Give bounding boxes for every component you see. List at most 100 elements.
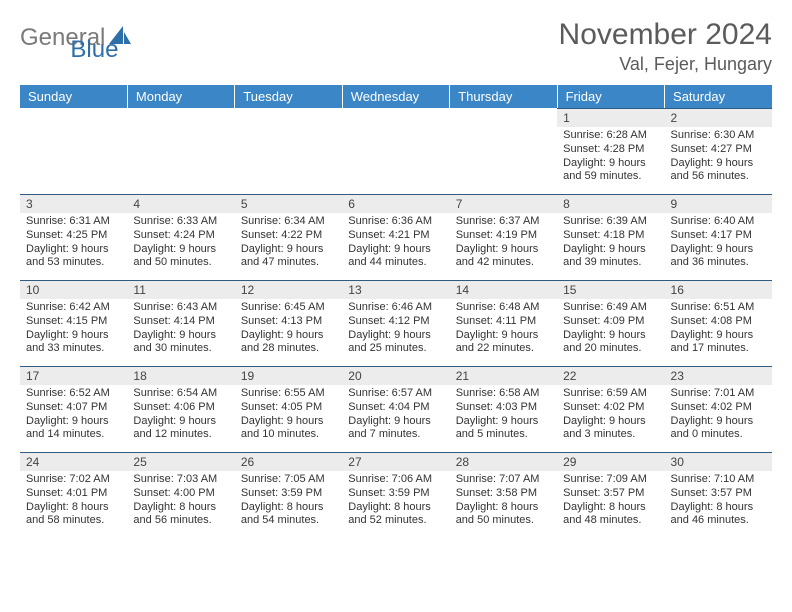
- day-line-d1: Daylight: 9 hours: [671, 243, 766, 257]
- day-details: Sunrise: 6:46 AMSunset: 4:12 PMDaylight:…: [342, 299, 449, 360]
- day-line-d1: Daylight: 9 hours: [456, 415, 551, 429]
- day-line-d2: and 20 minutes.: [563, 342, 658, 356]
- day-line-sr: Sunrise: 6:36 AM: [348, 215, 443, 229]
- day-number: 12: [235, 280, 342, 299]
- day-line-d2: and 56 minutes.: [671, 170, 766, 184]
- calendar-day: 13Sunrise: 6:46 AMSunset: 4:12 PMDayligh…: [342, 280, 449, 366]
- calendar-week: 3Sunrise: 6:31 AMSunset: 4:25 PMDaylight…: [20, 194, 772, 280]
- calendar-day-empty: [342, 108, 449, 194]
- calendar-day: 26Sunrise: 7:05 AMSunset: 3:59 PMDayligh…: [235, 452, 342, 538]
- calendar-body: 1Sunrise: 6:28 AMSunset: 4:28 PMDaylight…: [20, 108, 772, 538]
- calendar-day: 25Sunrise: 7:03 AMSunset: 4:00 PMDayligh…: [127, 452, 234, 538]
- calendar-head: SundayMondayTuesdayWednesdayThursdayFrid…: [20, 85, 772, 108]
- day-details: Sunrise: 6:40 AMSunset: 4:17 PMDaylight:…: [665, 213, 772, 274]
- day-number: 1: [557, 108, 664, 127]
- day-line-ss: Sunset: 4:13 PM: [241, 315, 336, 329]
- day-line-sr: Sunrise: 6:51 AM: [671, 301, 766, 315]
- day-line-sr: Sunrise: 6:28 AM: [563, 129, 658, 143]
- day-details: Sunrise: 6:36 AMSunset: 4:21 PMDaylight:…: [342, 213, 449, 274]
- day-number: 25: [127, 452, 234, 471]
- calendar-day: 2Sunrise: 6:30 AMSunset: 4:27 PMDaylight…: [665, 108, 772, 194]
- calendar-week: 1Sunrise: 6:28 AMSunset: 4:28 PMDaylight…: [20, 108, 772, 194]
- calendar-day: 9Sunrise: 6:40 AMSunset: 4:17 PMDaylight…: [665, 194, 772, 280]
- day-line-sr: Sunrise: 6:49 AM: [563, 301, 658, 315]
- day-line-d1: Daylight: 9 hours: [241, 243, 336, 257]
- day-number: 16: [665, 280, 772, 299]
- day-number: 14: [450, 280, 557, 299]
- day-number: 28: [450, 452, 557, 471]
- day-line-d2: and 44 minutes.: [348, 256, 443, 270]
- day-line-d1: Daylight: 9 hours: [456, 329, 551, 343]
- day-line-sr: Sunrise: 7:09 AM: [563, 473, 658, 487]
- day-line-ss: Sunset: 3:59 PM: [241, 487, 336, 501]
- day-line-sr: Sunrise: 7:07 AM: [456, 473, 551, 487]
- logo: General Blue: [20, 24, 180, 52]
- day-line-d2: and 52 minutes.: [348, 514, 443, 528]
- day-line-sr: Sunrise: 7:06 AM: [348, 473, 443, 487]
- day-details: Sunrise: 6:57 AMSunset: 4:04 PMDaylight:…: [342, 385, 449, 446]
- day-number: 13: [342, 280, 449, 299]
- day-details: Sunrise: 6:54 AMSunset: 4:06 PMDaylight:…: [127, 385, 234, 446]
- calendar-day: 27Sunrise: 7:06 AMSunset: 3:59 PMDayligh…: [342, 452, 449, 538]
- day-number: 5: [235, 194, 342, 213]
- month-title: November 2024: [559, 18, 772, 52]
- day-line-ss: Sunset: 4:19 PM: [456, 229, 551, 243]
- day-details: Sunrise: 6:39 AMSunset: 4:18 PMDaylight:…: [557, 213, 664, 274]
- day-line-d1: Daylight: 8 hours: [133, 501, 228, 515]
- day-line-sr: Sunrise: 6:52 AM: [26, 387, 121, 401]
- calendar-day: 12Sunrise: 6:45 AMSunset: 4:13 PMDayligh…: [235, 280, 342, 366]
- day-line-ss: Sunset: 4:03 PM: [456, 401, 551, 415]
- day-line-d1: Daylight: 8 hours: [456, 501, 551, 515]
- day-line-sr: Sunrise: 7:02 AM: [26, 473, 121, 487]
- day-line-d2: and 28 minutes.: [241, 342, 336, 356]
- calendar-day: 16Sunrise: 6:51 AMSunset: 4:08 PMDayligh…: [665, 280, 772, 366]
- calendar-day: 23Sunrise: 7:01 AMSunset: 4:02 PMDayligh…: [665, 366, 772, 452]
- day-line-d1: Daylight: 9 hours: [563, 243, 658, 257]
- day-line-d1: Daylight: 9 hours: [671, 415, 766, 429]
- day-details: Sunrise: 6:37 AMSunset: 4:19 PMDaylight:…: [450, 213, 557, 274]
- day-line-d2: and 33 minutes.: [26, 342, 121, 356]
- day-line-d1: Daylight: 9 hours: [26, 415, 121, 429]
- day-line-sr: Sunrise: 6:42 AM: [26, 301, 121, 315]
- day-details: Sunrise: 6:45 AMSunset: 4:13 PMDaylight:…: [235, 299, 342, 360]
- day-line-sr: Sunrise: 6:37 AM: [456, 215, 551, 229]
- day-line-d2: and 47 minutes.: [241, 256, 336, 270]
- day-line-ss: Sunset: 4:09 PM: [563, 315, 658, 329]
- day-line-d1: Daylight: 9 hours: [563, 157, 658, 171]
- day-number: 21: [450, 366, 557, 385]
- calendar-day: 11Sunrise: 6:43 AMSunset: 4:14 PMDayligh…: [127, 280, 234, 366]
- day-line-d2: and 14 minutes.: [26, 428, 121, 442]
- day-number: 20: [342, 366, 449, 385]
- day-line-sr: Sunrise: 6:39 AM: [563, 215, 658, 229]
- day-line-ss: Sunset: 4:07 PM: [26, 401, 121, 415]
- day-line-d2: and 39 minutes.: [563, 256, 658, 270]
- day-number: 6: [342, 194, 449, 213]
- day-line-sr: Sunrise: 6:48 AM: [456, 301, 551, 315]
- day-number: 9: [665, 194, 772, 213]
- day-line-d2: and 17 minutes.: [671, 342, 766, 356]
- calendar-week: 17Sunrise: 6:52 AMSunset: 4:07 PMDayligh…: [20, 366, 772, 452]
- day-line-d1: Daylight: 9 hours: [563, 415, 658, 429]
- day-details: Sunrise: 6:42 AMSunset: 4:15 PMDaylight:…: [20, 299, 127, 360]
- day-details: Sunrise: 7:02 AMSunset: 4:01 PMDaylight:…: [20, 471, 127, 532]
- day-details: Sunrise: 6:52 AMSunset: 4:07 PMDaylight:…: [20, 385, 127, 446]
- day-number: 10: [20, 280, 127, 299]
- day-line-d1: Daylight: 9 hours: [348, 329, 443, 343]
- calendar-day: 5Sunrise: 6:34 AMSunset: 4:22 PMDaylight…: [235, 194, 342, 280]
- day-line-sr: Sunrise: 6:34 AM: [241, 215, 336, 229]
- day-line-ss: Sunset: 4:04 PM: [348, 401, 443, 415]
- calendar-week: 10Sunrise: 6:42 AMSunset: 4:15 PMDayligh…: [20, 280, 772, 366]
- day-line-d1: Daylight: 9 hours: [26, 329, 121, 343]
- day-line-ss: Sunset: 4:05 PM: [241, 401, 336, 415]
- day-details: Sunrise: 7:09 AMSunset: 3:57 PMDaylight:…: [557, 471, 664, 532]
- day-line-d2: and 5 minutes.: [456, 428, 551, 442]
- calendar-day: 19Sunrise: 6:55 AMSunset: 4:05 PMDayligh…: [235, 366, 342, 452]
- day-line-ss: Sunset: 4:25 PM: [26, 229, 121, 243]
- calendar-day: 3Sunrise: 6:31 AMSunset: 4:25 PMDaylight…: [20, 194, 127, 280]
- day-details: Sunrise: 6:48 AMSunset: 4:11 PMDaylight:…: [450, 299, 557, 360]
- day-details: Sunrise: 6:28 AMSunset: 4:28 PMDaylight:…: [557, 127, 664, 188]
- day-details: Sunrise: 7:01 AMSunset: 4:02 PMDaylight:…: [665, 385, 772, 446]
- day-details: Sunrise: 7:06 AMSunset: 3:59 PMDaylight:…: [342, 471, 449, 532]
- day-line-d2: and 10 minutes.: [241, 428, 336, 442]
- calendar-day: 1Sunrise: 6:28 AMSunset: 4:28 PMDaylight…: [557, 108, 664, 194]
